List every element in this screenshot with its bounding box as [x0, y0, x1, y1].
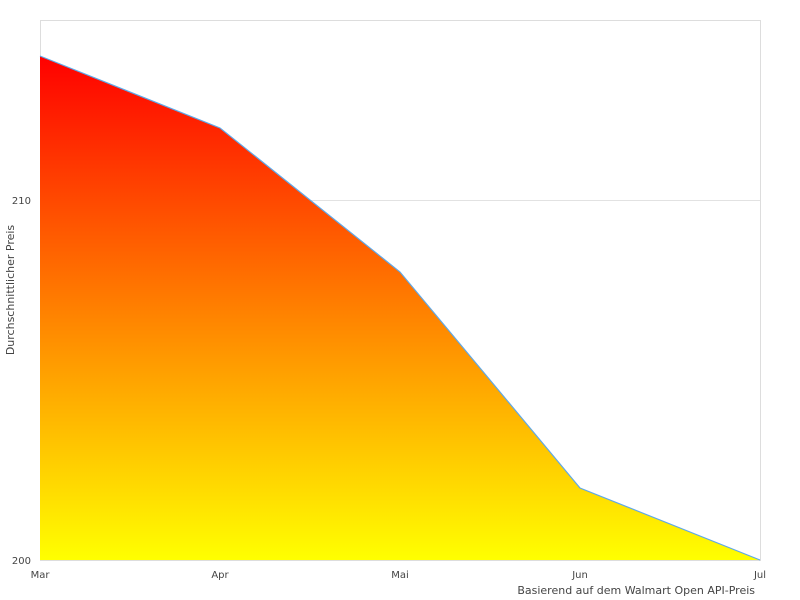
x-tick-label: Apr — [211, 570, 229, 581]
y-tick-label: 210 — [12, 196, 31, 207]
y-axis-label: Durchschnittlicher Preis — [4, 225, 17, 356]
x-tick-label: Mai — [391, 570, 409, 581]
x-tick-label: Jul — [753, 570, 766, 581]
x-tick-label: Jun — [571, 570, 588, 581]
x-axis-label: Basierend auf dem Walmart Open API-Preis — [517, 584, 755, 597]
series-line — [39, 55, 761, 561]
area-fill — [40, 56, 760, 560]
x-tick-label: Mar — [31, 570, 51, 581]
y-tick-label: 200 — [12, 556, 31, 567]
